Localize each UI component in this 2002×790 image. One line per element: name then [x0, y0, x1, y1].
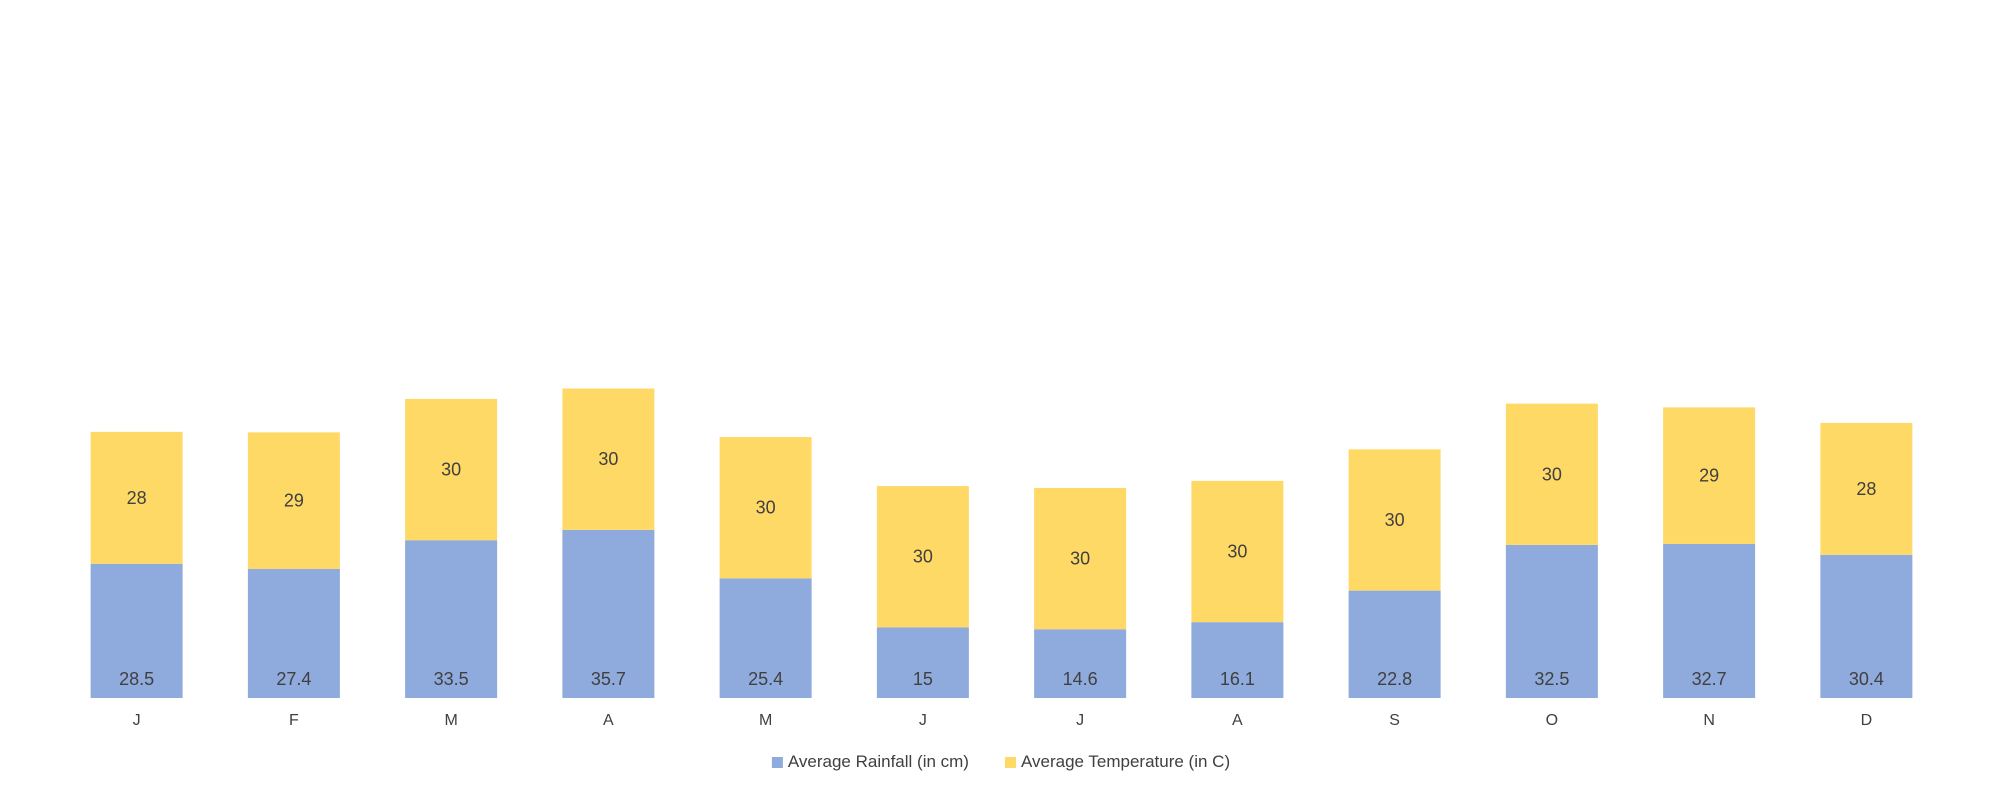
bar-temperature-10 — [1505, 403, 1598, 545]
data-label-rainfall-10: 32.5 — [1534, 669, 1569, 689]
bar-temperature-3 — [405, 398, 498, 541]
data-label-rainfall-2: 27.4 — [276, 669, 311, 689]
bars-layer — [90, 388, 1913, 698]
bar-temperature-4 — [562, 388, 655, 530]
data-labels-layer: 28.5 28 27.4 29 33.5 30 35.7 30 25.4 30 15 30 14.6 30… — [119, 449, 1884, 689]
x-tick-label: M — [759, 712, 772, 729]
x-tick-label: O — [1546, 712, 1558, 729]
data-label-rainfall-12: 30.4 — [1849, 669, 1884, 689]
bar-temperature-11 — [1663, 407, 1756, 544]
bar-rainfall-7 — [1034, 629, 1127, 698]
legend-label: Average Rainfall (in cm) — [788, 752, 969, 771]
bar-rainfall-10 — [1505, 544, 1598, 698]
bar-rainfall-12 — [1820, 554, 1913, 698]
data-label-temperature-4: 30 — [598, 449, 618, 469]
x-tick-label: J — [919, 712, 927, 729]
data-label-temperature-3: 30 — [441, 460, 461, 480]
data-label-rainfall-3: 33.5 — [434, 669, 469, 689]
bar-temperature-12 — [1820, 422, 1913, 555]
bar-temperature-8 — [1191, 480, 1284, 623]
x-tick-label: J — [133, 712, 141, 729]
data-label-rainfall-7: 14.6 — [1063, 669, 1098, 689]
x-tick-label: S — [1389, 712, 1400, 729]
data-label-temperature-6: 30 — [913, 547, 933, 567]
data-label-temperature-1: 28 — [127, 488, 147, 508]
data-label-rainfall-6: 15 — [913, 669, 933, 689]
bar-temperature-1 — [90, 431, 183, 564]
bar-rainfall-6 — [876, 627, 969, 698]
bar-rainfall-1 — [90, 563, 183, 698]
legend-item-rainfall: Average Rainfall (in cm) — [771, 752, 969, 771]
legend: Average Rainfall (in cm) Average Temperat… — [771, 752, 1230, 771]
data-label-rainfall-1: 28.5 — [119, 669, 154, 689]
data-label-temperature-10: 30 — [1542, 464, 1562, 484]
x-tick-label: D — [1861, 712, 1873, 729]
bar-rainfall-3 — [405, 540, 498, 698]
bar-temperature-9 — [1348, 449, 1441, 591]
bar-rainfall-5 — [719, 578, 812, 698]
x-tick-label: A — [1232, 712, 1243, 729]
legend-item-temperature: Average Temperature (in C) — [1004, 752, 1230, 771]
bar-temperature-5 — [719, 437, 812, 579]
bar-temperature-2 — [247, 432, 340, 569]
legend-swatch — [771, 757, 783, 768]
x-tick-label: A — [603, 712, 614, 729]
data-label-rainfall-8: 16.1 — [1220, 669, 1255, 689]
data-label-temperature-2: 29 — [284, 491, 304, 511]
legend-label: Average Temperature (in C) — [1021, 752, 1230, 771]
bar-rainfall-9 — [1348, 590, 1441, 698]
bar-rainfall-8 — [1191, 622, 1284, 698]
data-label-rainfall-4: 35.7 — [591, 669, 626, 689]
data-label-temperature-5: 30 — [756, 498, 776, 518]
data-label-temperature-8: 30 — [1227, 542, 1247, 562]
data-label-temperature-7: 30 — [1070, 549, 1090, 569]
data-label-rainfall-9: 22.8 — [1377, 669, 1412, 689]
data-label-temperature-9: 30 — [1385, 510, 1405, 530]
x-tick-label: F — [289, 712, 299, 729]
bar-temperature-7 — [1034, 487, 1127, 630]
data-label-temperature-11: 29 — [1699, 466, 1719, 486]
data-label-rainfall-5: 25.4 — [748, 669, 783, 689]
data-label-temperature-12: 28 — [1856, 479, 1876, 499]
bar-rainfall-4 — [562, 529, 655, 698]
bar-rainfall-2 — [247, 568, 340, 698]
data-label-rainfall-11: 32.7 — [1692, 669, 1727, 689]
x-tick-label: M — [444, 712, 457, 729]
bar-rainfall-11 — [1663, 543, 1756, 698]
bar-temperature-6 — [876, 486, 969, 628]
x-tick-label: N — [1703, 712, 1715, 729]
x-tick-label: J — [1076, 712, 1084, 729]
legend-swatch — [1004, 757, 1016, 768]
